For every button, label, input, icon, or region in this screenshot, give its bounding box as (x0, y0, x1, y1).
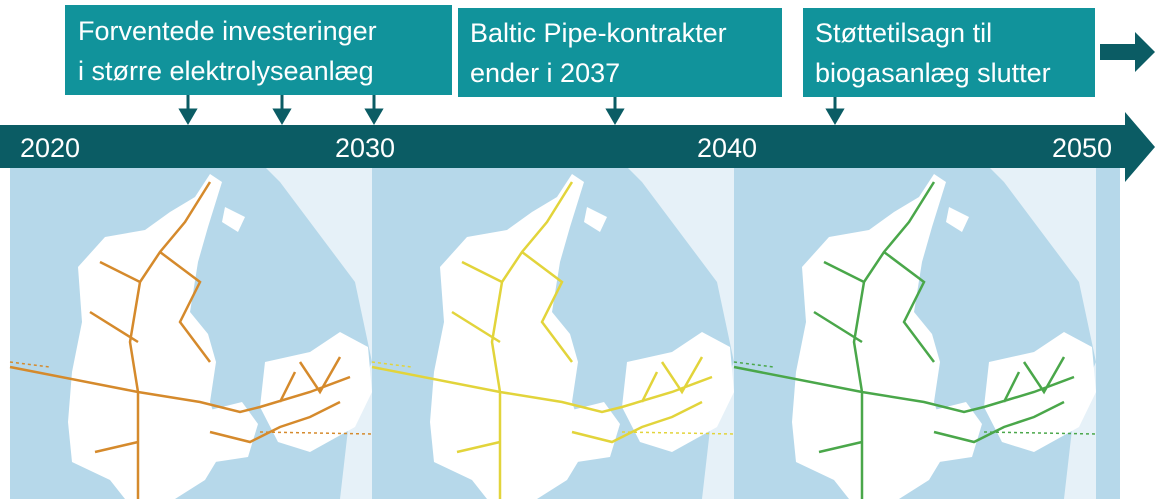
event-pointers (178, 95, 845, 125)
timeline-arrow (0, 112, 1155, 182)
event-text: biogasanlæg slutter (815, 58, 1051, 88)
map-2040 (370, 162, 736, 501)
event-box (458, 8, 782, 97)
year-label: 2020 (20, 133, 80, 163)
event-text: ender i 2037 (470, 58, 620, 88)
map-2050 (732, 162, 1120, 501)
year-label: 2050 (1052, 133, 1112, 163)
event-text: Støttetilsagn til (815, 18, 992, 48)
event-text: Baltic Pipe-kontrakter (470, 18, 727, 48)
map-2020 (8, 162, 374, 501)
event-box (803, 8, 1095, 97)
year-label: 2040 (697, 133, 757, 163)
year-label: 2030 (335, 133, 395, 163)
continuation-arrow (1100, 32, 1155, 72)
event-box (65, 5, 452, 95)
event-text: i større elektrolyseanlæg (78, 56, 374, 86)
event-text: Forventede investeringer (78, 16, 377, 46)
